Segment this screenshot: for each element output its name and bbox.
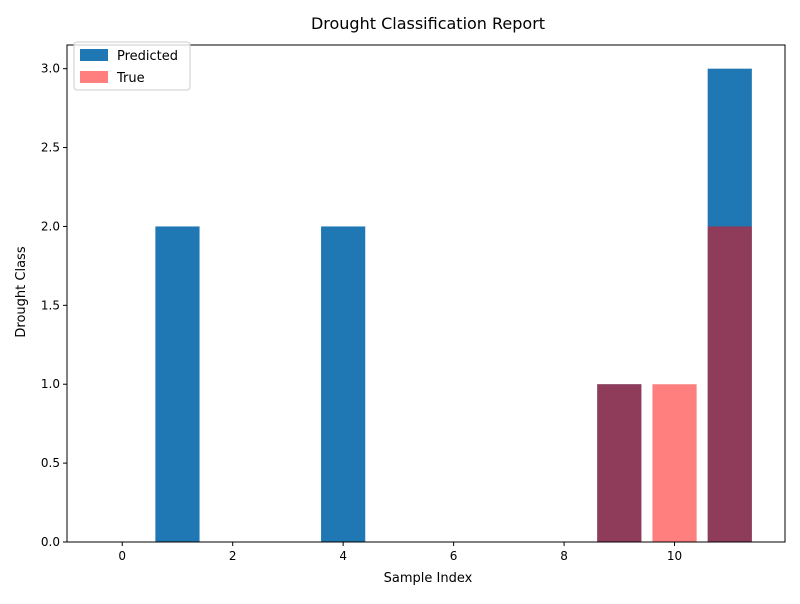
legend-swatch-predicted (80, 49, 108, 61)
y-tick-label: 2.5 (41, 141, 60, 155)
y-tick-label: 0.0 (41, 535, 60, 549)
bar-true-11 (707, 226, 752, 542)
bar-true-10 (652, 384, 697, 542)
axes-layer: 0 2 4 6 8 10 0.0 0.5 1.0 1.5 2.0 2.5 3.0 (41, 44, 786, 563)
x-tick-label: 10 (667, 549, 682, 563)
x-tick-label: 0 (118, 549, 126, 563)
bar-predicted-4 (321, 226, 366, 542)
chart-title: Drought Classification Report (311, 14, 545, 33)
y-tick-label: 0.5 (41, 456, 60, 470)
y-axis-label: Drought Class (14, 246, 29, 337)
y-tick-label: 3.0 (41, 62, 60, 76)
bar-predicted-1 (155, 226, 200, 542)
bars-layer (155, 68, 752, 543)
y-tick-label: 1.5 (41, 298, 60, 312)
x-tick-label: 4 (339, 549, 347, 563)
y-tick-label: 1.0 (41, 377, 60, 391)
legend: Predicted True (73, 41, 191, 91)
plot-frame (66, 44, 786, 543)
x-tick-label: 6 (450, 549, 458, 563)
legend-label-true: True (116, 71, 145, 86)
legend-swatch-true (80, 71, 108, 83)
y-tick-label: 2.0 (41, 219, 60, 233)
x-tick-label: 2 (229, 549, 237, 563)
bar-true-9 (597, 384, 642, 542)
x-axis-label: Sample Index (384, 571, 473, 586)
x-tick-label: 8 (560, 549, 568, 563)
legend-label-predicted: Predicted (117, 49, 178, 64)
